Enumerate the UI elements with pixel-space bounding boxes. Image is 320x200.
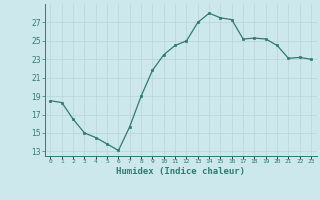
X-axis label: Humidex (Indice chaleur): Humidex (Indice chaleur) [116,167,245,176]
